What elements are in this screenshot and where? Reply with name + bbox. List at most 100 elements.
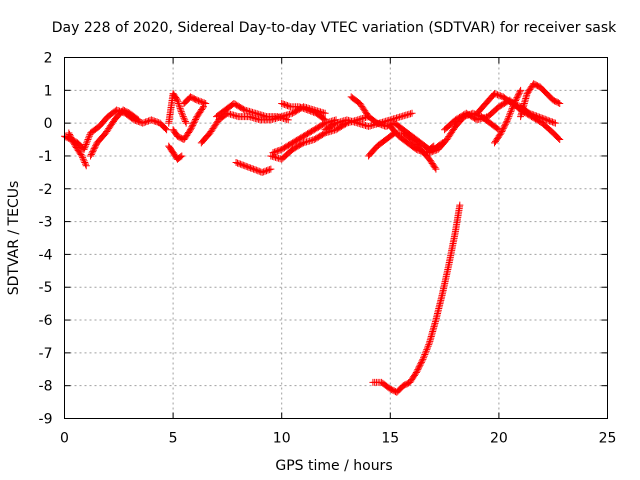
data-point	[180, 114, 188, 122]
data-point	[421, 351, 429, 359]
data-point	[81, 142, 89, 150]
data-point	[412, 145, 420, 153]
data-point	[527, 110, 535, 118]
data-point	[82, 162, 90, 170]
data-point	[295, 103, 303, 111]
y-tick-label: -8	[39, 379, 53, 395]
y-axis-label: SDTVAR / TECUs	[6, 181, 22, 296]
data-point	[544, 116, 552, 124]
data-point	[200, 99, 208, 107]
data-point	[181, 116, 189, 124]
data-point	[427, 148, 435, 156]
data-point	[408, 109, 416, 117]
x-tick-label: 25	[599, 431, 617, 447]
data-point	[531, 111, 539, 119]
data-point	[178, 152, 186, 160]
data-point	[83, 137, 91, 145]
data-point	[186, 126, 194, 134]
data-point	[423, 346, 431, 354]
data-point	[78, 152, 86, 160]
data-point	[69, 138, 77, 146]
data-point	[143, 117, 151, 125]
data-point	[517, 86, 525, 94]
data-point	[77, 151, 85, 159]
data-point	[284, 116, 292, 124]
data-point	[81, 160, 89, 168]
series-arc-18	[369, 201, 464, 396]
data-point	[241, 162, 249, 170]
data-point	[540, 115, 548, 123]
data-point	[546, 117, 554, 125]
data-point	[415, 146, 423, 154]
data-point	[422, 347, 430, 355]
data-point	[176, 103, 184, 111]
series-arc-6	[169, 103, 208, 144]
data-point	[186, 127, 194, 135]
data-point	[279, 100, 287, 108]
data-point	[419, 355, 427, 363]
data-point	[514, 102, 522, 110]
data-point	[421, 349, 429, 357]
data-point	[424, 342, 432, 350]
data-point	[504, 116, 512, 124]
data-point	[235, 160, 243, 168]
data-point	[80, 145, 88, 153]
data-point	[147, 116, 155, 124]
data-point	[418, 357, 426, 365]
data-point	[533, 112, 541, 120]
data-point	[84, 136, 92, 144]
data-point	[305, 107, 313, 115]
data-point	[273, 147, 281, 155]
data-point	[79, 154, 87, 162]
data-point	[193, 96, 201, 104]
data-point	[188, 123, 196, 131]
data-point	[298, 104, 306, 112]
x-tick-label: 5	[169, 431, 178, 447]
data-point	[87, 152, 95, 160]
data-point	[194, 97, 202, 105]
x-tick-label: 20	[490, 431, 508, 447]
data-point	[331, 120, 339, 128]
data-point	[298, 140, 306, 148]
data-point	[541, 115, 549, 123]
y-tick-label: -1	[39, 149, 53, 165]
data-point	[68, 135, 76, 143]
data-point	[411, 370, 419, 378]
data-point	[181, 117, 189, 125]
data-point	[304, 106, 312, 114]
data-point	[310, 108, 318, 116]
y-tick-label: -3	[39, 215, 53, 231]
data-point	[270, 148, 278, 156]
data-point	[234, 159, 242, 167]
data-point	[495, 91, 503, 99]
y-tick-label: -5	[39, 280, 53, 296]
data-point	[79, 155, 87, 163]
data-point	[87, 150, 95, 158]
data-point	[537, 114, 545, 122]
data-point	[282, 101, 290, 109]
data-point	[502, 119, 510, 127]
data-point	[414, 146, 422, 154]
data-point	[260, 168, 268, 176]
data-point	[261, 167, 269, 175]
data-point	[71, 141, 79, 149]
data-point	[412, 369, 420, 377]
data-point	[285, 102, 293, 110]
data-point	[515, 89, 523, 97]
data-point	[179, 111, 187, 119]
data-point	[504, 114, 512, 122]
data-point	[92, 142, 100, 150]
data-point	[555, 134, 563, 142]
data-point	[189, 121, 197, 129]
data-point	[308, 108, 316, 116]
data-point	[497, 129, 505, 137]
data-point	[248, 165, 256, 173]
data-point	[321, 109, 329, 117]
data-point	[320, 130, 328, 138]
data-point	[190, 118, 198, 126]
series-arc-4	[165, 90, 190, 127]
data-point	[383, 122, 391, 130]
data-point	[90, 145, 98, 153]
data-points	[61, 80, 564, 396]
